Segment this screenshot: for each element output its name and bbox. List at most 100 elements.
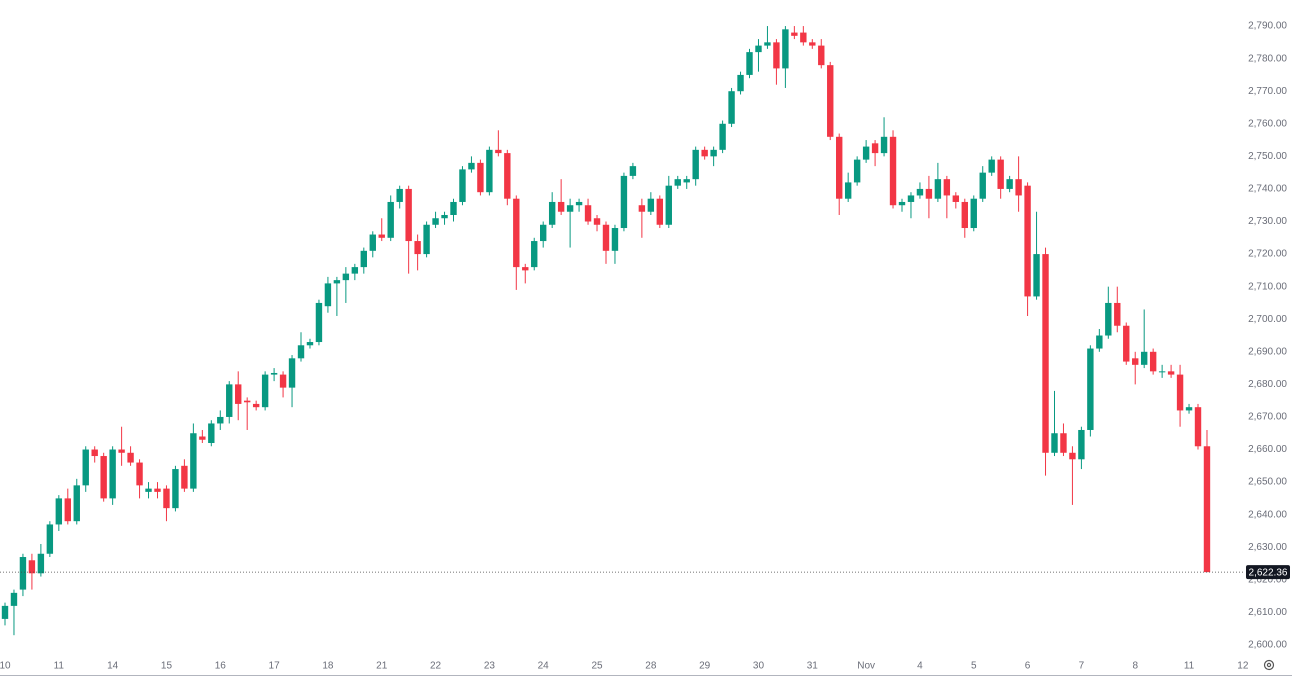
candle-body — [1060, 433, 1067, 453]
x-tick-label: 31 — [807, 661, 819, 672]
candle-body — [970, 198, 977, 229]
settings-icon-ring — [1263, 659, 1275, 671]
candle-body — [710, 149, 717, 157]
candle-body — [925, 188, 933, 199]
candle-body — [1203, 446, 1211, 573]
candle-body — [261, 374, 269, 408]
candle-body — [692, 149, 699, 180]
candle-body — [522, 267, 529, 271]
candle-body — [943, 179, 951, 196]
candle-body — [584, 205, 592, 222]
candle-body — [468, 162, 475, 170]
candle-body — [575, 201, 583, 206]
candle-body — [952, 195, 960, 202]
candle-body — [163, 488, 170, 509]
x-tick-label: 29 — [699, 661, 711, 672]
x-tick-label: 5 — [971, 661, 977, 672]
y-tick-label: 2,710.00 — [1248, 281, 1287, 292]
candle-body — [306, 342, 314, 346]
candle-body — [548, 201, 556, 225]
x-tick-label: 7 — [1079, 661, 1085, 672]
candle-body — [477, 162, 484, 193]
y-tick-label: 2,640.00 — [1248, 509, 1287, 520]
candle-body — [557, 201, 565, 212]
candle-body — [199, 436, 206, 440]
candle-body — [208, 423, 215, 444]
y-tick-label: 2,790.00 — [1248, 21, 1287, 32]
candle-body — [862, 146, 870, 160]
candle-body — [279, 374, 287, 388]
candle-body — [252, 403, 260, 408]
x-tick-label: 8 — [1132, 661, 1138, 672]
candle-body — [1069, 452, 1076, 460]
candle-body — [889, 136, 897, 206]
candle-body — [665, 185, 672, 225]
candle-body — [1033, 254, 1040, 297]
candle-body — [737, 74, 744, 92]
candle-body — [809, 42, 816, 46]
candle-body — [836, 136, 843, 199]
y-tick-label: 2,650.00 — [1248, 477, 1287, 488]
x-tick-label: 22 — [430, 661, 442, 672]
x-tick-label: 11 — [1184, 661, 1195, 672]
x-tick-label: 12 — [1237, 661, 1249, 672]
candle-body — [701, 149, 708, 157]
candle-body — [10, 592, 18, 606]
candle-body — [127, 452, 134, 463]
candle-body — [988, 159, 995, 173]
candle-body — [979, 172, 986, 199]
candle-body — [109, 449, 116, 499]
last-price-box — [1246, 565, 1290, 580]
y-tick-label: 2,670.00 — [1248, 412, 1287, 423]
last-price-label: 2,622.36 — [1249, 567, 1288, 578]
candle-body — [1087, 348, 1094, 430]
x-tick-label: 25 — [591, 661, 603, 672]
candle-body — [82, 449, 89, 486]
candle-body — [827, 65, 834, 137]
candle-body — [611, 228, 619, 251]
candle-body — [916, 188, 924, 196]
candle-body — [190, 433, 197, 489]
candle-body — [647, 198, 655, 212]
candle-body — [791, 32, 798, 36]
candle-body — [172, 469, 179, 509]
y-tick-label: 2,620.00 — [1248, 574, 1287, 585]
candle-body — [1042, 254, 1049, 453]
candle-body — [1176, 374, 1184, 411]
x-tick-label: 30 — [753, 661, 765, 672]
y-tick-label: 2,690.00 — [1248, 346, 1287, 357]
candle-body — [432, 218, 439, 225]
candle-body — [997, 159, 1004, 189]
settings-icon-core — [1266, 662, 1272, 668]
candle-body — [118, 449, 125, 453]
candle-body — [55, 498, 63, 525]
y-tick-label: 2,700.00 — [1248, 314, 1287, 325]
candle-body — [1105, 302, 1112, 336]
candle-body — [315, 302, 323, 343]
candle-body — [1096, 335, 1103, 349]
candle-body — [961, 201, 968, 229]
candle-body — [566, 205, 574, 212]
y-tick-label: 2,720.00 — [1248, 249, 1287, 260]
candle-body — [28, 560, 36, 574]
candle-body — [674, 179, 681, 186]
x-tick-label: 6 — [1025, 661, 1031, 672]
candle-body — [396, 188, 403, 202]
candle-body — [450, 201, 457, 215]
candle-body — [593, 218, 601, 225]
x-tick-label: 14 — [107, 661, 119, 672]
y-tick-label: 2,630.00 — [1248, 542, 1287, 553]
candle-body — [1, 605, 9, 619]
x-tick-label: Nov — [857, 661, 875, 672]
candle-body — [1140, 351, 1148, 365]
candle-body — [746, 52, 753, 75]
candle-body — [638, 205, 646, 212]
candle-body — [495, 149, 502, 154]
settings-icon[interactable] — [1263, 659, 1275, 671]
candle-body — [602, 224, 610, 251]
candle-body — [414, 241, 421, 255]
x-tick-label: 23 — [484, 661, 496, 672]
candle-body — [818, 45, 825, 66]
candle-body — [504, 153, 511, 199]
candle-body — [297, 345, 305, 359]
